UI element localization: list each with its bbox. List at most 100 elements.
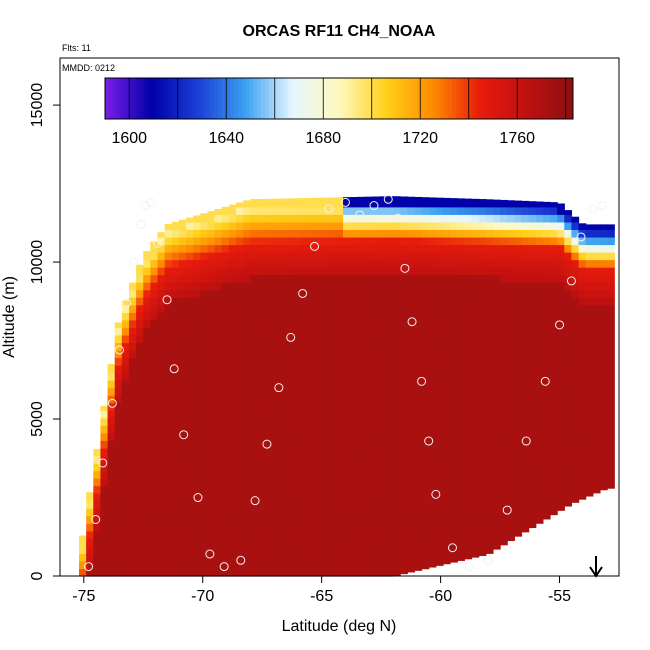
heatmap-cell bbox=[371, 342, 380, 351]
heatmap-cell bbox=[335, 282, 344, 291]
heatmap-cell bbox=[307, 319, 316, 328]
heatmap-cell bbox=[407, 500, 416, 509]
heatmap-cell bbox=[578, 455, 587, 464]
track-point bbox=[483, 555, 493, 565]
heatmap-cell bbox=[378, 523, 387, 532]
heatmap-cell bbox=[464, 410, 473, 419]
heatmap-cell bbox=[428, 327, 437, 336]
heatmap-cell bbox=[114, 515, 123, 524]
heatmap-cell bbox=[150, 500, 159, 509]
colorbar-swatch bbox=[327, 78, 332, 119]
heatmap-cell bbox=[228, 327, 237, 336]
heatmap-cell bbox=[528, 357, 537, 366]
heatmap-cell bbox=[228, 334, 237, 344]
heatmap-cell bbox=[214, 221, 223, 231]
heatmap-cell bbox=[371, 221, 380, 231]
heatmap-cell bbox=[178, 432, 187, 441]
heatmap-cell bbox=[186, 289, 194, 298]
heatmap-cell bbox=[257, 274, 266, 283]
heatmap-cell bbox=[150, 508, 159, 517]
heatmap-cell bbox=[186, 365, 194, 374]
heatmap-cell bbox=[435, 523, 444, 532]
heatmap-cell bbox=[464, 485, 473, 494]
heatmap-cell bbox=[371, 229, 380, 238]
heatmap-cell bbox=[178, 410, 187, 419]
heatmap-cell bbox=[507, 334, 515, 344]
heatmap-cell bbox=[471, 365, 480, 374]
heatmap-cell bbox=[350, 206, 358, 215]
heatmap-cell bbox=[464, 455, 473, 464]
heatmap-cell bbox=[450, 267, 458, 276]
heatmap-cell bbox=[542, 432, 551, 441]
heatmap-cell bbox=[343, 530, 351, 539]
heatmap-cell bbox=[257, 334, 266, 344]
heatmap-cell bbox=[378, 508, 387, 517]
heatmap-cell bbox=[278, 447, 287, 457]
heatmap-cell bbox=[300, 462, 308, 472]
heatmap-cell bbox=[328, 545, 337, 554]
heatmap-cell bbox=[435, 334, 444, 344]
track-point bbox=[205, 549, 215, 559]
heatmap-cell bbox=[278, 485, 287, 494]
heatmap-cell bbox=[243, 206, 251, 215]
heatmap-cell bbox=[421, 206, 430, 215]
heatmap-cell bbox=[186, 402, 194, 411]
heatmap-cell bbox=[321, 229, 330, 238]
heatmap-cell bbox=[128, 508, 137, 517]
heatmap-cell bbox=[343, 221, 351, 231]
heatmap-cell bbox=[114, 500, 123, 509]
heatmap-cell bbox=[407, 568, 416, 573]
heatmap-cell bbox=[592, 357, 601, 366]
heatmap-cell bbox=[528, 312, 537, 321]
heatmap-cell bbox=[343, 545, 351, 554]
heatmap-cell bbox=[328, 357, 337, 366]
heatmap-cell bbox=[607, 289, 615, 298]
heatmap-cell bbox=[550, 319, 558, 328]
heatmap-cell bbox=[442, 493, 451, 502]
heatmap-cell bbox=[243, 229, 251, 238]
heatmap-cell bbox=[271, 470, 280, 479]
heatmap-cell bbox=[421, 432, 430, 441]
heatmap-cell bbox=[378, 229, 387, 238]
heatmap-cell bbox=[136, 267, 144, 276]
heatmap-cell bbox=[450, 500, 458, 509]
heatmap-cell bbox=[121, 357, 130, 366]
heatmap-cell bbox=[450, 425, 458, 434]
heatmap-cell bbox=[500, 349, 508, 359]
heatmap-cell bbox=[285, 372, 294, 381]
heatmap-cell bbox=[121, 312, 130, 321]
heatmap-cell bbox=[278, 252, 287, 261]
heatmap-cell bbox=[592, 274, 601, 283]
heatmap-cell bbox=[350, 410, 358, 419]
heatmap-cell bbox=[228, 538, 237, 547]
heatmap-cell bbox=[442, 455, 451, 464]
heatmap-cell bbox=[457, 282, 465, 291]
heatmap-cell bbox=[93, 500, 102, 509]
heatmap-cell bbox=[343, 282, 351, 291]
heatmap-cell bbox=[343, 357, 351, 366]
heatmap-cell bbox=[193, 395, 201, 404]
heatmap-cell bbox=[186, 236, 194, 246]
heatmap-cell bbox=[293, 538, 301, 547]
heatmap-cell bbox=[293, 365, 301, 374]
heatmap-cell bbox=[585, 289, 594, 298]
heatmap-cell bbox=[264, 357, 273, 366]
heatmap-cell bbox=[514, 319, 523, 328]
heatmap-cell bbox=[393, 493, 401, 502]
heatmap-cell bbox=[492, 455, 501, 464]
heatmap-cell bbox=[442, 538, 451, 547]
heatmap-cell bbox=[357, 478, 366, 487]
heatmap-cell bbox=[393, 402, 401, 411]
heatmap-cell bbox=[371, 500, 380, 509]
heatmap-cell bbox=[228, 447, 237, 457]
heatmap-cell bbox=[157, 417, 166, 426]
heatmap-cell bbox=[442, 380, 451, 389]
heatmap-cell bbox=[564, 425, 573, 434]
heatmap-cell bbox=[450, 470, 458, 479]
heatmap-cell bbox=[393, 334, 401, 344]
heatmap-cell bbox=[542, 425, 551, 434]
heatmap-cell bbox=[414, 349, 423, 359]
heatmap-cell bbox=[300, 515, 308, 524]
heatmap-cell bbox=[457, 312, 465, 321]
heatmap-cell bbox=[557, 387, 565, 396]
